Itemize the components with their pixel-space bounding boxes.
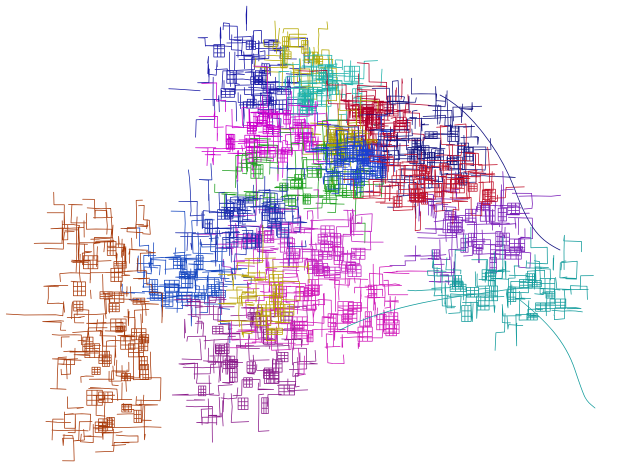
road-segments bbox=[389, 171, 561, 288]
road-segments bbox=[121, 210, 252, 344]
road-segments bbox=[221, 245, 439, 376]
district-east-red bbox=[343, 123, 525, 232]
road-segments bbox=[269, 111, 397, 196]
district-mid-blue bbox=[175, 162, 308, 280]
coastal-road-east bbox=[439, 94, 561, 251]
district-center-blue bbox=[269, 111, 397, 196]
road-segments bbox=[195, 65, 336, 182]
district-south-magenta bbox=[221, 245, 439, 376]
district-layers bbox=[5, 5, 596, 462]
district-south-olive bbox=[217, 224, 310, 342]
district-southeast-teal bbox=[407, 226, 594, 351]
district-south-purple bbox=[171, 277, 318, 443]
road-segments bbox=[217, 224, 310, 342]
district-southwest-rust bbox=[5, 191, 164, 462]
road-segments bbox=[5, 191, 164, 462]
coastal-road-southeast bbox=[519, 299, 596, 409]
road-segments bbox=[407, 226, 594, 351]
district-north-teal bbox=[278, 45, 385, 138]
road-segments bbox=[343, 123, 525, 232]
road-segments bbox=[278, 45, 385, 138]
road-segments bbox=[171, 277, 318, 443]
arterial-south bbox=[339, 287, 561, 331]
road-segments bbox=[175, 162, 308, 280]
district-east-purple bbox=[389, 171, 561, 288]
district-center-magenta bbox=[195, 65, 336, 182]
district-west-blue bbox=[121, 210, 252, 344]
